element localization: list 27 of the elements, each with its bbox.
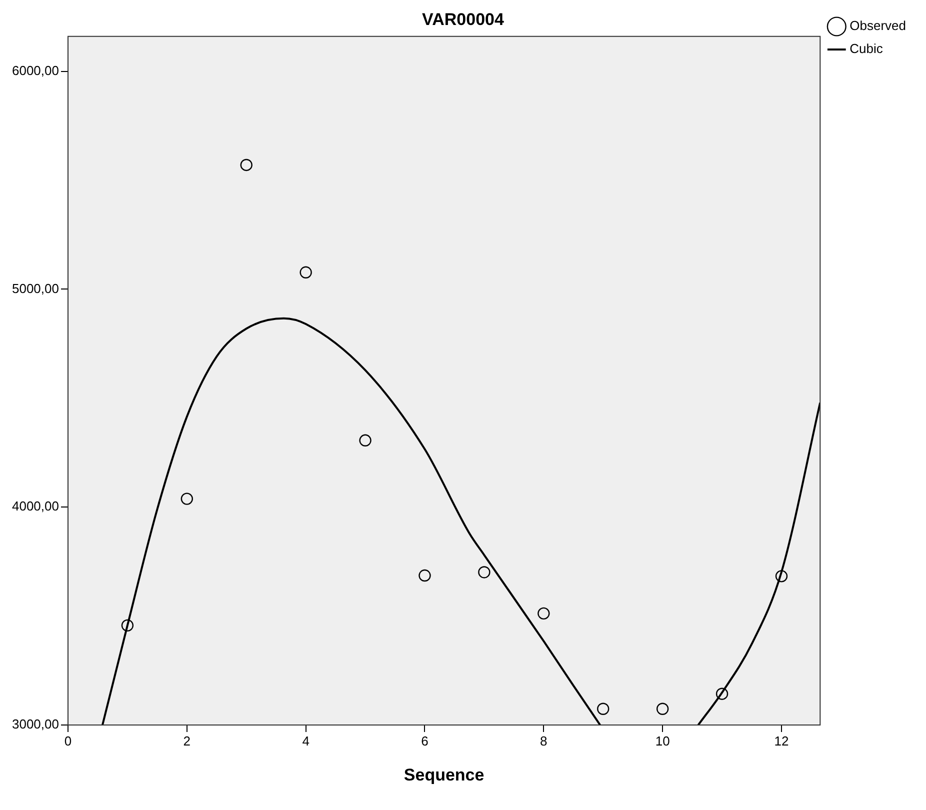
point	[478, 566, 490, 578]
x-tick-label: 12	[774, 733, 789, 748]
y-tick-label: 3000,00	[12, 716, 59, 732]
x-tick-label: 6	[421, 733, 428, 748]
point	[300, 266, 312, 278]
x-tick-label: 2	[183, 733, 191, 748]
legend-label: Cubic	[850, 41, 884, 56]
point	[418, 569, 431, 582]
y-tick-label: 6000,00	[12, 62, 59, 78]
point	[716, 688, 728, 700]
point	[121, 619, 134, 632]
x-tick-label: 8	[540, 733, 548, 748]
x-axis-title: Sequence	[404, 765, 484, 784]
point	[240, 158, 252, 172]
legend-label: Observed	[850, 18, 906, 34]
point	[180, 492, 194, 505]
point	[359, 434, 372, 447]
point	[597, 702, 610, 715]
chart-title: VAR00004	[422, 10, 504, 29]
point	[775, 570, 788, 582]
y-tick-label: 4000,00	[12, 498, 59, 514]
x-tick-label: 4	[302, 733, 310, 748]
x-tick-label: 10	[655, 733, 670, 748]
y-tick-label: 5000,00	[12, 280, 59, 296]
point	[656, 702, 669, 715]
x-tick-label: 0	[64, 733, 72, 748]
point	[538, 607, 550, 620]
